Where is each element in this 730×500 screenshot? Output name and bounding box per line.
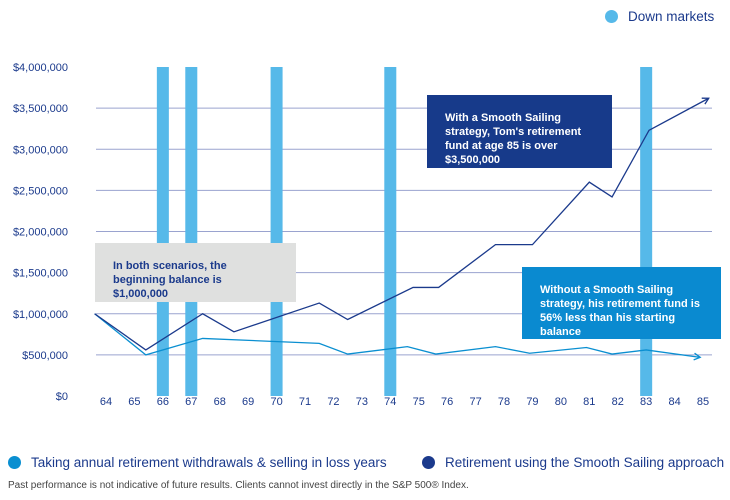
legend-down-markets: Down markets (605, 9, 714, 24)
y-tick-label: $1,000,000 (13, 309, 68, 321)
footnote: Past performance is not indicative of fu… (8, 480, 469, 491)
x-tick-label: 83 (640, 396, 652, 408)
legend-smooth-sailing: Retirement using the Smooth Sailing appr… (422, 455, 724, 470)
x-tick-label: 82 (612, 396, 624, 408)
x-tick-label: 70 (270, 396, 282, 408)
x-tick-label: 79 (526, 396, 538, 408)
x-tick-label: 66 (157, 396, 169, 408)
x-tick-label: 75 (413, 396, 425, 408)
x-tick-label: 77 (469, 396, 481, 408)
withdrawals-swatch-icon (8, 456, 21, 469)
x-tick-label: 74 (384, 396, 396, 408)
x-tick-label: 80 (555, 396, 567, 408)
arrow-head-icon (701, 97, 710, 105)
y-tick-label: $3,000,000 (13, 144, 68, 156)
series-line-1 (94, 97, 710, 351)
x-tick-label: 65 (128, 396, 140, 408)
x-tick-label: 69 (242, 396, 254, 408)
x-tick-label: 67 (185, 396, 197, 408)
down-market-bar (270, 67, 283, 396)
y-tick-label: $0 (56, 391, 68, 403)
x-tick-label: 84 (668, 396, 680, 408)
down-market-bar (640, 67, 653, 396)
legend-label: Taking annual retirement withdrawals & s… (31, 455, 387, 470)
smooth-sailing-swatch-icon (422, 456, 435, 469)
y-tick-label: $500,000 (22, 350, 68, 362)
annotation-without-strategy: Without a Smooth Sailing strategy, his r… (522, 267, 721, 339)
x-tick-label: 78 (498, 396, 510, 408)
y-tick-label: $2,000,000 (13, 227, 68, 239)
legend-withdrawals: Taking annual retirement withdrawals & s… (8, 455, 387, 470)
y-tick-label: $4,000,000 (13, 62, 68, 74)
annotation-smooth-sailing: With a Smooth Sailing strategy, Tom's re… (427, 95, 612, 168)
x-tick-label: 85 (697, 396, 709, 408)
y-tick-label: $3,500,000 (13, 103, 68, 115)
x-tick-label: 64 (100, 396, 112, 408)
down-market-bar (185, 67, 198, 396)
arrow-head-icon (693, 352, 702, 361)
legend-label: Retirement using the Smooth Sailing appr… (445, 455, 725, 470)
down-markets-swatch-icon (605, 10, 618, 23)
x-tick-label: 76 (441, 396, 453, 408)
x-tick-label: 81 (583, 396, 595, 408)
y-tick-label: $2,500,000 (13, 185, 68, 197)
annotation-beginning-balance: In both scenarios, the beginning balance… (95, 243, 296, 302)
x-tick-label: 68 (214, 396, 226, 408)
legend-label: Down markets (628, 9, 715, 24)
down-market-bar (384, 67, 397, 396)
x-tick-label: 73 (356, 396, 368, 408)
down-market-bar (156, 67, 169, 396)
y-tick-label: $1,500,000 (13, 268, 68, 280)
x-tick-label: 72 (327, 396, 339, 408)
x-tick-label: 71 (299, 396, 311, 408)
